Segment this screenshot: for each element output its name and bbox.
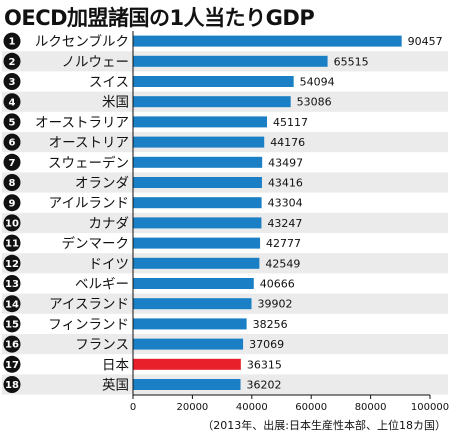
rank-badge [3, 355, 21, 373]
bar [133, 197, 262, 209]
rank-badge [3, 93, 21, 111]
country-label: アイルランド [49, 196, 129, 212]
rank-badge [3, 214, 21, 232]
country-label: フランス [75, 337, 129, 353]
rank-badge [3, 275, 21, 292]
country-label: オーストラリア [35, 115, 129, 131]
bar [133, 217, 262, 229]
rank-badge [3, 174, 21, 191]
value-label: 54094 [300, 76, 335, 89]
bar [133, 237, 261, 249]
country-label: フィンランド [48, 317, 129, 333]
source-note: （2013年、出展:日本生産性本部、上位18カ国） [202, 419, 446, 432]
value-label: 40666 [260, 278, 295, 291]
value-label: 36315 [247, 358, 282, 371]
x-tick-label: 60000 [295, 402, 327, 413]
country-label: カナダ [89, 216, 130, 232]
bar [133, 318, 247, 330]
rank-badge [3, 335, 21, 353]
rank-badge [3, 376, 21, 393]
rank-number: 6 [9, 138, 16, 149]
bar [133, 156, 263, 168]
bar [133, 55, 328, 67]
rank-badge [3, 254, 21, 272]
bar [133, 257, 260, 269]
country-label: ドイツ [89, 256, 130, 272]
x-tick-label: 100000 [411, 402, 449, 413]
value-label: 39902 [258, 298, 293, 311]
value-label: 53086 [297, 96, 332, 109]
value-label: 43497 [268, 156, 303, 169]
rank-badge [3, 52, 21, 70]
bar [133, 338, 244, 350]
bar [133, 116, 267, 128]
country-label: オランダ [75, 176, 129, 192]
bar [133, 76, 294, 87]
rank-number: 5 [9, 118, 16, 129]
value-label: 45117 [273, 116, 308, 129]
value-label: 37069 [249, 338, 284, 351]
rank-number: 12 [5, 259, 19, 270]
country-label: デンマーク [62, 235, 130, 252]
rank-number: 1 [9, 37, 16, 48]
country-label: オーストリア [49, 135, 129, 151]
rank-number: 14 [5, 299, 19, 310]
value-label: 36202 [247, 379, 282, 392]
x-tick-label: 20000 [176, 402, 208, 413]
value-label: 44176 [270, 136, 305, 149]
bar [133, 96, 291, 108]
rank-number: 9 [9, 198, 16, 209]
bar [133, 379, 241, 390]
rank-badge [3, 194, 21, 212]
x-tick-label: 80000 [355, 402, 387, 413]
x-tick-label: 0 [130, 402, 136, 413]
rank-number: 7 [9, 158, 16, 169]
rank-number: 10 [5, 219, 19, 230]
bar [133, 136, 265, 148]
value-label: 38256 [253, 318, 288, 331]
country-label: アイスランド [49, 297, 129, 313]
value-label: 90457 [408, 35, 443, 48]
country-label: 日本 [102, 357, 129, 373]
country-label: スウェーデン [48, 154, 129, 171]
rank-number: 13 [5, 279, 19, 290]
rank-number: 4 [9, 97, 16, 108]
rank-badge [3, 315, 21, 333]
bar [133, 177, 262, 188]
rank-number: 3 [9, 77, 16, 88]
bar [133, 298, 252, 310]
country-label: ベルギー [75, 277, 129, 293]
rank-number: 2 [9, 57, 16, 68]
chart-title: OECD加盟諸国の1人当たりGDP [4, 6, 315, 30]
rank-badge [3, 295, 21, 313]
bar [133, 278, 254, 289]
country-label: 英国 [102, 377, 129, 394]
value-label: 42777 [266, 237, 301, 250]
value-label: 42549 [265, 257, 300, 270]
rank-badge [3, 234, 21, 252]
rank-number: 16 [5, 340, 19, 351]
rank-badge [3, 113, 21, 131]
rank-number: 18 [5, 380, 19, 391]
bar [133, 358, 241, 370]
rank-number: 8 [9, 178, 16, 189]
rank-number: 11 [5, 239, 19, 250]
rank-badge [3, 73, 21, 90]
value-label: 43247 [267, 217, 302, 230]
rank-badge [3, 153, 21, 171]
x-tick-label: 40000 [236, 402, 268, 413]
country-label: ノルウェー [62, 54, 130, 70]
rank-number: 15 [5, 320, 19, 331]
bar [133, 35, 402, 47]
rank-number: 17 [5, 360, 19, 371]
value-label: 43304 [268, 197, 303, 210]
country-label: スイス [89, 75, 129, 91]
country-label: 米国 [102, 95, 129, 111]
rank-badge [3, 32, 21, 50]
rank-badge [3, 133, 21, 151]
value-label: 43416 [268, 177, 303, 190]
country-label: ルクセンブルク [35, 33, 129, 50]
value-label: 65515 [334, 55, 369, 68]
